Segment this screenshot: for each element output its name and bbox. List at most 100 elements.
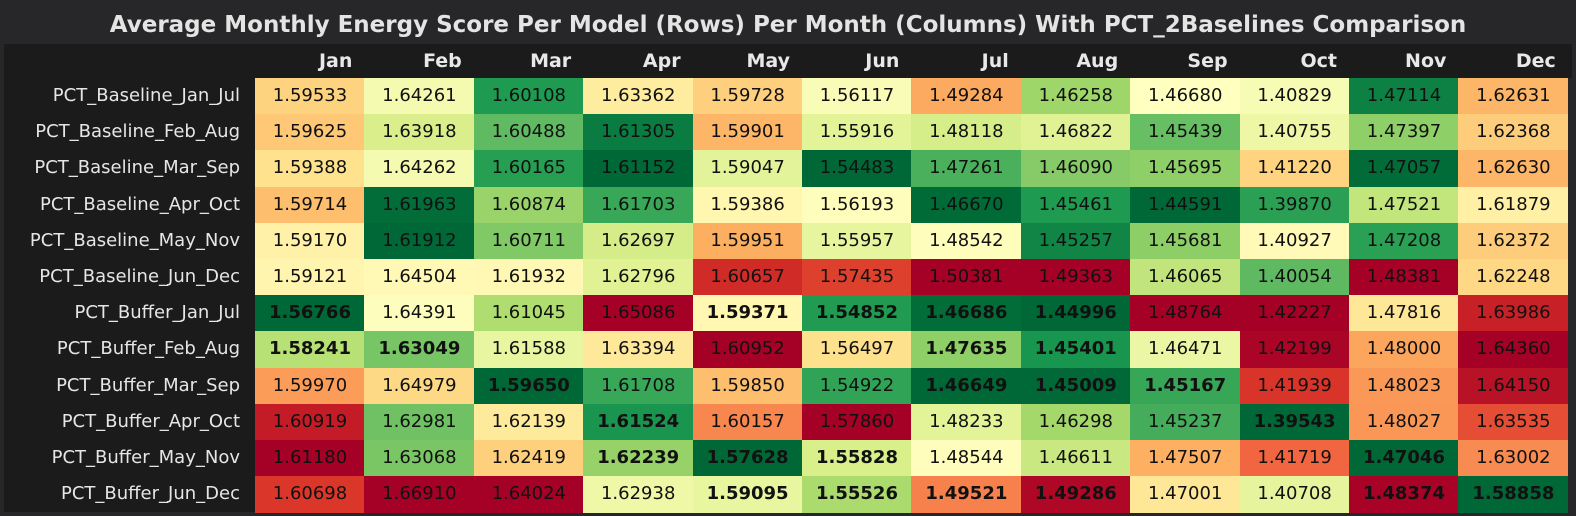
heatmap-cell: 1.47635 (911, 331, 1022, 369)
heatmap-cell: 1.63918 (364, 114, 475, 151)
heatmap-cell: 1.47397 (1349, 114, 1459, 151)
heatmap-cell: 1.61932 (473, 259, 584, 296)
heatmap-cell: 1.62697 (583, 222, 694, 260)
heatmap-cell: 1.61588 (473, 331, 584, 369)
heatmap-cell: 1.64504 (364, 259, 475, 296)
heatmap-cell: 1.47507 (1130, 440, 1241, 477)
heatmap-cell: 1.63535 (1458, 403, 1569, 441)
heatmap-cell: 1.61152 (583, 150, 694, 188)
heatmap-cell: 1.61305 (583, 114, 694, 151)
heatmap-cell: 1.63986 (1458, 295, 1569, 332)
heatmap-cell: 1.59728 (692, 78, 803, 115)
heatmap-cell: 1.54483 (802, 150, 912, 188)
heatmap-cell: 1.45439 (1130, 114, 1241, 151)
column-header-band (4, 44, 1572, 78)
heatmap-cell: 1.47114 (1349, 78, 1459, 115)
heatmap-cell: 1.46686 (911, 295, 1022, 332)
heatmap-cell: 1.46471 (1130, 331, 1241, 369)
heatmap-cell: 1.58241 (255, 331, 365, 369)
heatmap-cell: 1.55916 (802, 114, 912, 151)
heatmap-cell: 1.47261 (911, 150, 1022, 188)
heatmap-cell: 1.39870 (1239, 186, 1350, 224)
heatmap-cell: 1.62981 (364, 403, 475, 441)
heatmap-cell: 1.45695 (1130, 150, 1241, 188)
heatmap-cell: 1.46822 (1020, 114, 1131, 151)
heatmap-cell: 1.44996 (1020, 295, 1131, 332)
heatmap-cell: 1.61524 (583, 403, 694, 441)
heatmap-cell: 1.40927 (1239, 222, 1350, 260)
row-header: PCT_Buffer_Apr_Oct (61, 410, 240, 432)
heatmap-cell: 1.60698 (255, 476, 365, 513)
heatmap-cell: 1.48000 (1349, 331, 1459, 369)
heatmap-cell: 1.40829 (1239, 78, 1350, 115)
heatmap-cell: 1.55828 (802, 440, 912, 477)
row-header: PCT_Baseline_Jan_Jul (52, 85, 240, 106)
heatmap-cell: 1.61045 (473, 295, 584, 332)
heatmap-cell: 1.61879 (1458, 186, 1569, 224)
heatmap-cell: 1.59388 (255, 150, 365, 188)
row-header: PCT_Buffer_Mar_Sep (56, 374, 240, 396)
column-header-sep: Sep (1187, 50, 1228, 72)
column-header-may: May (746, 50, 790, 72)
heatmap-cell: 1.47208 (1349, 222, 1459, 260)
heatmap-cell: 1.62630 (1458, 150, 1569, 188)
heatmap-cell: 1.56497 (802, 331, 912, 369)
heatmap-cell: 1.61912 (364, 222, 475, 260)
heatmap-cell: 1.63049 (364, 331, 475, 369)
heatmap-cell: 1.59386 (692, 186, 803, 224)
heatmap-cell: 1.48764 (1130, 295, 1241, 332)
heatmap-cell: 1.46649 (911, 367, 1022, 405)
heatmap-cell: 1.46090 (1020, 150, 1131, 188)
heatmap-cell: 1.59095 (692, 476, 803, 513)
heatmap-cell: 1.64261 (364, 78, 475, 115)
heatmap-cell: 1.50381 (911, 259, 1022, 296)
heatmap-cell: 1.60165 (473, 150, 584, 188)
heatmap-cell: 1.49363 (1020, 259, 1131, 296)
column-header-jul: Jul (981, 50, 1009, 72)
heatmap-cell: 1.55957 (802, 222, 912, 260)
heatmap-cell: 1.56193 (802, 186, 912, 224)
heatmap-cell: 1.65086 (583, 295, 694, 332)
heatmap-cell: 1.45009 (1020, 367, 1131, 405)
heatmap-cell: 1.48542 (911, 222, 1022, 260)
heatmap-cell: 1.41939 (1239, 367, 1350, 405)
heatmap-cell: 1.60952 (692, 331, 803, 369)
column-header-mar: Mar (530, 50, 572, 72)
heatmap-cell: 1.54852 (802, 295, 912, 332)
column-header-nov: Nov (1405, 50, 1447, 72)
heatmap-cell: 1.59951 (692, 222, 803, 260)
heatmap-cell: 1.60657 (692, 259, 803, 296)
heatmap-cell: 1.41719 (1239, 440, 1350, 477)
heatmap-cell: 1.60108 (473, 78, 584, 115)
heatmap-cell: 1.45237 (1130, 403, 1241, 441)
heatmap-cell: 1.46065 (1130, 259, 1241, 296)
heatmap-cell: 1.62368 (1458, 114, 1569, 151)
heatmap-cell: 1.57435 (802, 259, 912, 296)
heatmap-cell: 1.47046 (1349, 440, 1459, 477)
heatmap-cell: 1.49521 (911, 476, 1022, 513)
row-header: PCT_Buffer_Jun_Dec (60, 483, 240, 505)
heatmap-cell: 1.45401 (1020, 331, 1131, 369)
heatmap-cell: 1.47001 (1130, 476, 1241, 513)
heatmap-cell: 1.56766 (255, 295, 365, 332)
heatmap-cell: 1.62938 (583, 476, 694, 513)
heatmap-cell: 1.45681 (1130, 222, 1241, 260)
heatmap-cell: 1.42199 (1239, 331, 1350, 369)
heatmap-cell: 1.64391 (364, 295, 475, 332)
heatmap-cell: 1.60157 (692, 403, 803, 441)
heatmap-cell: 1.46670 (911, 186, 1022, 224)
heatmap-cell: 1.64262 (364, 150, 475, 188)
heatmap-cell: 1.62419 (473, 440, 584, 477)
heatmap-cell: 1.40755 (1239, 114, 1350, 151)
heatmap-cell: 1.62248 (1458, 259, 1569, 296)
heatmap-cell: 1.46258 (1020, 78, 1131, 115)
heatmap-cell: 1.64024 (473, 476, 584, 513)
heatmap-cell: 1.59121 (255, 259, 365, 296)
heatmap-cell: 1.60919 (255, 403, 365, 441)
heatmap-cell: 1.46680 (1130, 78, 1241, 115)
heatmap-cell: 1.62631 (1458, 78, 1569, 115)
heatmap-cell: 1.48233 (911, 403, 1022, 441)
heatmap-cell: 1.54922 (802, 367, 912, 405)
heatmap-cell: 1.62372 (1458, 222, 1569, 260)
